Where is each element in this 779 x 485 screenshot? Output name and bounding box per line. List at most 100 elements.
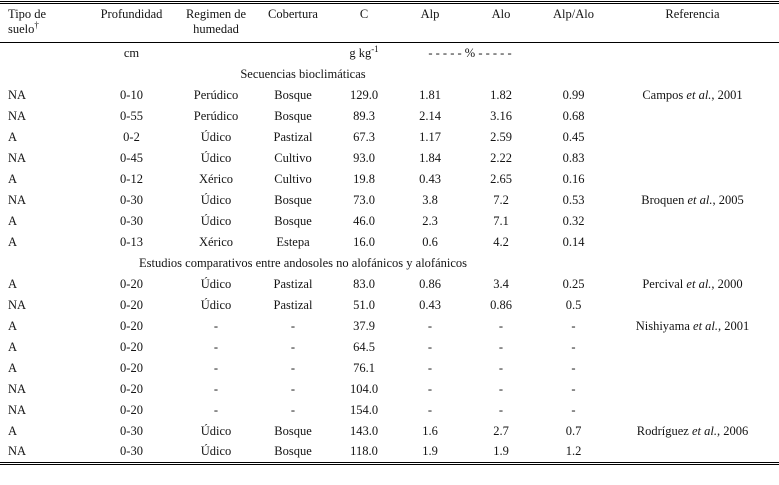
table-row: NA 0-45 Údico Cultivo 93.0 1.84 2.22 0.83 [0, 148, 779, 169]
cell-alp-alo: 0.25 [562, 277, 585, 291]
cell-tipo-de-suelo: NA [8, 298, 27, 312]
cell-tipo-de-suelo: A [8, 319, 18, 333]
header-tipo-line1: Tipo de [8, 7, 47, 21]
section-title-spacer [606, 253, 779, 274]
cell-regimen-humedad: Perúdico [193, 109, 239, 123]
ref-et-al: et al. [687, 193, 713, 207]
ref-et-al: et al. [686, 277, 712, 291]
table-row: NA 0-30 Údico Bosque 73.0 3.8 7.2 0.53 Broquen e… [0, 190, 779, 211]
cell-cobertura: - [290, 340, 296, 354]
cell-alp: 1.84 [419, 151, 441, 165]
cell-profundidad: 0-20 [120, 403, 143, 417]
cell-referencia: Percival et al., 2000 [606, 274, 779, 295]
cell-alp: - [427, 403, 433, 417]
cell-profundidad: 0-20 [120, 277, 143, 291]
table-header: Tipo de suelo† Profundidad Regimen de hume… [0, 2, 779, 65]
cell-tipo-de-suelo: A [8, 214, 18, 228]
cell-cobertura: Bosque [274, 214, 312, 228]
cell-alo: 2.65 [490, 172, 512, 186]
ref-text: , 2000 [711, 277, 743, 291]
cell-profundidad: 0-2 [123, 130, 140, 144]
cell-regimen-humedad: - [213, 403, 219, 417]
cell-cobertura: - [290, 382, 296, 396]
header-tipo-de-suelo: Tipo de suelo† [0, 2, 88, 43]
table-row: NA 0-20 - - 154.0 - - - [0, 400, 779, 421]
table-row: NA 0-20 - - 104.0 - - - [0, 379, 779, 400]
cell-cobertura: Cultivo [274, 172, 312, 186]
cell-c: 19.8 [353, 172, 375, 186]
cell-regimen-humedad: Údico [200, 298, 232, 312]
cell-cobertura: Pastizal [273, 277, 313, 291]
table-row: A 0-20 - - 76.1 - - - [0, 358, 779, 379]
cell-profundidad: 0-20 [120, 298, 143, 312]
cell-profundidad: 0-10 [120, 88, 143, 102]
cell-referencia [606, 232, 779, 253]
cell-cobertura: - [290, 361, 296, 375]
cell-alp-alo: 0.7 [565, 424, 582, 438]
cell-cobertura: Bosque [274, 424, 312, 438]
ref-text: , 2006 [716, 424, 749, 438]
ref-text: , 2001 [718, 319, 750, 333]
cell-tipo-de-suelo: A [8, 424, 18, 438]
cell-regimen-humedad: Údico [200, 130, 232, 144]
cell-c: 143.0 [349, 424, 379, 438]
cell-alo: - [498, 403, 504, 417]
cell-referencia [606, 337, 779, 358]
cell-alp-alo: - [571, 382, 576, 396]
cell-regimen-humedad: - [213, 361, 219, 375]
table-row: A 0-13 Xérico Estepa 16.0 0.6 4.2 0.14 [0, 232, 779, 253]
cell-alp-alo: - [571, 403, 576, 417]
cell-alp-alo: 0.99 [562, 88, 585, 102]
cell-referencia: Broquen et al., 2005 [606, 190, 779, 211]
cell-alp-alo: - [571, 319, 576, 333]
cell-c: 93.0 [353, 151, 375, 165]
cell-profundidad: 0-30 [120, 193, 143, 207]
table-row: A 0-20 - - 37.9 - - - Nishiyama et al., 2001 [0, 316, 779, 337]
ref-text: Percival [642, 277, 687, 291]
cell-alp-alo: - [571, 340, 576, 354]
cell-cobertura: Pastizal [273, 130, 313, 144]
cell-referencia [606, 379, 779, 400]
cell-regimen-humedad: Xérico [198, 235, 233, 249]
cell-alp: 1.6 [422, 424, 438, 438]
header-alo: Alo [461, 2, 541, 43]
section-title: Estudios comparativos entre andosoles no… [138, 256, 468, 270]
cell-cobertura: Pastizal [273, 298, 313, 312]
table-row: A 0-20 Údico Pastizal 83.0 0.86 3.4 0.25 Perciva… [0, 274, 779, 295]
cell-alo: 2.22 [490, 151, 512, 165]
cell-profundidad: 0-20 [120, 361, 143, 375]
cell-alo: - [498, 361, 504, 375]
section-title-spacer [606, 64, 779, 85]
cell-alp: 1.9 [422, 444, 438, 459]
cell-alp: 0.43 [419, 298, 441, 312]
cell-c: 51.0 [353, 298, 375, 312]
cell-tipo-de-suelo: A [8, 130, 18, 144]
cell-cobertura: - [290, 403, 296, 417]
cell-profundidad: 0-20 [120, 319, 143, 333]
cell-alp: 2.14 [419, 109, 441, 123]
section-title-row: Secuencias bioclimáticas [0, 64, 779, 85]
cell-c: 83.0 [353, 277, 375, 291]
table-row: A 0-2 Údico Pastizal 67.3 1.17 2.59 0.45 [0, 127, 779, 148]
cell-referencia [606, 400, 779, 421]
cell-regimen-humedad: Údico [200, 151, 232, 165]
cell-alp: - [427, 382, 433, 396]
cell-c: 129.0 [349, 88, 379, 102]
ref-text: , 2001 [711, 88, 743, 102]
cell-alo: 2.59 [490, 130, 512, 144]
cell-alp: 1.81 [419, 88, 441, 102]
table-row: A 0-20 - - 64.5 - - - [0, 337, 779, 358]
cell-c: 37.9 [353, 319, 375, 333]
cell-tipo-de-suelo: NA [8, 403, 27, 417]
ref-text: Campos [642, 88, 687, 102]
unit-g-kg: g kg-1 [329, 43, 399, 65]
table-row: A 0-30 Údico Bosque 46.0 2.3 7.1 0.32 [0, 211, 779, 232]
cell-c: 104.0 [349, 382, 379, 396]
table-row: NA 0-20 Údico Pastizal 51.0 0.43 0.86 0.5 [0, 295, 779, 316]
data-table: Tipo de suelo† Profundidad Regimen de hume… [0, 1, 779, 465]
cell-alp-alo: 0.83 [562, 151, 585, 165]
cell-tipo-de-suelo: A [8, 340, 18, 354]
cell-alo: 4.2 [493, 235, 509, 249]
cell-tipo-de-suelo: NA [8, 193, 27, 207]
units-row: cm g kg-1 - - - - - % - - - - - [0, 43, 779, 65]
